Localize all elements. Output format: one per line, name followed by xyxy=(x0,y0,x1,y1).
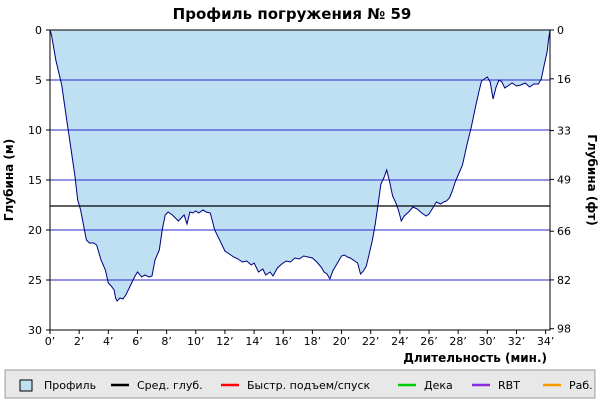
x-tick-label-17: 34’ xyxy=(537,335,555,348)
x-tick-label-1: 2’ xyxy=(74,335,85,348)
x-tick-label-5: 10’ xyxy=(187,335,205,348)
y-left-tick-label-1: 5 xyxy=(35,74,42,87)
x-axis-title: Длительность (мин.) xyxy=(403,351,547,365)
x-tick-label-16: 32’ xyxy=(508,335,526,348)
legend: Профиль Сред. глуб. Быстр. подъем/спуск Дек… xyxy=(4,369,596,399)
y-left-tick-label-3: 15 xyxy=(28,174,42,187)
x-tick-label-15: 30’ xyxy=(479,335,497,348)
y-left-tick-label-6: 30 xyxy=(28,324,42,337)
y-right-tick-label-0: 0 xyxy=(557,24,564,37)
y-right-tick-label-2: 33 xyxy=(557,125,571,138)
y-left-tick-label-2: 10 xyxy=(28,124,42,137)
x-tick-label-3: 6’ xyxy=(132,335,143,348)
y-axis-title-right: Глубина (фт) xyxy=(585,134,599,225)
y-right-tick-label-1: 16 xyxy=(557,73,571,86)
legend-label-4: RBT xyxy=(498,379,520,392)
x-tick-label-4: 8’ xyxy=(161,335,172,348)
chart-title: Профиль погружения № 59 xyxy=(173,5,412,23)
x-tick-label-0: 0’ xyxy=(45,335,56,348)
x-tick-label-2: 4’ xyxy=(103,335,114,348)
x-tick-label-8: 16’ xyxy=(274,335,292,348)
x-tick-label-11: 22’ xyxy=(362,335,380,348)
legend-label-0: Профиль xyxy=(44,379,96,392)
legend-label-3: Дека xyxy=(424,379,453,392)
legend-swatch-0 xyxy=(19,379,33,392)
profile-line xyxy=(49,29,551,302)
y-left-tick-label-0: 0 xyxy=(35,24,42,37)
y-right-tick-label-4: 66 xyxy=(557,225,571,238)
x-tick-label-7: 14’ xyxy=(245,335,263,348)
x-tick-label-13: 26’ xyxy=(420,335,438,348)
y-left-tick-label-5: 25 xyxy=(28,274,42,287)
legend-label-1: Сред. глуб. xyxy=(137,379,203,392)
x-tick-label-10: 20’ xyxy=(333,335,351,348)
legend-label-5: Раб. xyxy=(569,379,593,392)
profile-area xyxy=(50,30,550,301)
y-right-tick-label-5: 82 xyxy=(557,274,571,287)
y-axis-title-left: Глубина (м) xyxy=(2,139,16,221)
x-tick-label-14: 28’ xyxy=(449,335,467,348)
x-tick-label-9: 18’ xyxy=(304,335,322,348)
y-right-tick-label-6: 98 xyxy=(557,323,571,336)
x-tick-label-6: 12’ xyxy=(216,335,234,348)
legend-label-2: Быстр. подъем/спуск xyxy=(247,379,371,392)
y-right-tick-label-3: 49 xyxy=(557,173,571,186)
legend-box xyxy=(4,369,596,399)
x-tick-label-12: 24’ xyxy=(391,335,409,348)
y-left-tick-label-4: 20 xyxy=(28,224,42,237)
